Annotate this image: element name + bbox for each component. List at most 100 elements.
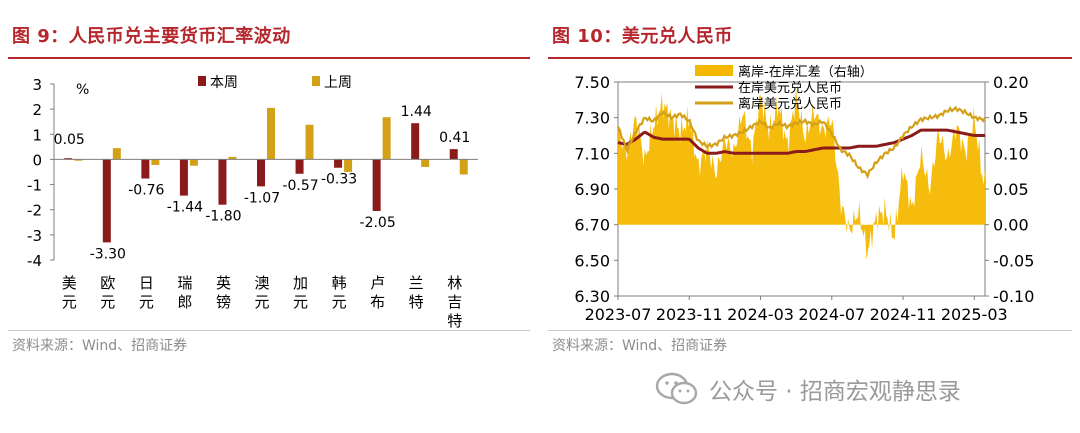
right-line-chart: 7.50 7.30 7.10 6.90 6.70 6.50 6.30 0.20 0.15 0.10… xyxy=(574,64,1034,324)
y-tick-label: 0 xyxy=(32,151,42,169)
data-label-this-week-4: -1.80 xyxy=(205,209,241,225)
bar-last-week-5 xyxy=(267,107,275,160)
area-offshore-onshore-spread xyxy=(618,87,985,261)
x-category-char: 林 xyxy=(447,274,462,292)
data-label-this-week-1: -3.30 xyxy=(90,246,126,262)
left-y-tick-label: 7.50 xyxy=(574,73,610,92)
legend-spread-swatch xyxy=(695,65,733,76)
bar-this-week-6 xyxy=(295,159,304,174)
x-category-char: 元 xyxy=(100,293,115,311)
x-category-char: 元 xyxy=(254,293,269,311)
legend-onshore-label: 在岸美元兑人民币 xyxy=(738,81,842,96)
left-y-tick-label: 6.90 xyxy=(574,180,610,199)
left-source-rule xyxy=(8,330,530,331)
left-title-rule xyxy=(8,57,530,59)
bar-this-week-8 xyxy=(372,159,381,211)
x-tick-label: 2024-03 xyxy=(727,305,794,324)
x-category-char: 美 xyxy=(62,274,77,292)
x-category-char: 元 xyxy=(293,293,308,311)
y-tick-label: -3 xyxy=(27,227,42,245)
watermark: 公众号 · 招商宏观静思录 xyxy=(655,372,961,406)
left-y-tick-label: 6.70 xyxy=(574,216,610,235)
x-category-char: 特 xyxy=(409,293,424,311)
right-source-rule xyxy=(548,330,1072,331)
legend-label-this-week: 本周 xyxy=(210,75,238,91)
x-category-char: 澳 xyxy=(254,274,269,292)
data-label-this-week-7: -0.33 xyxy=(321,172,357,188)
left-bar-chart: 3 2 1 0 -1 -2 -3 -4% 本周 上周 0.05 美元 -3.30 欧元 -0.76 日元 -1.… xyxy=(27,75,478,328)
data-label-this-week-10: 0.41 xyxy=(439,130,470,146)
x-category-char: 郎 xyxy=(177,293,192,311)
data-label-this-week-5: -1.07 xyxy=(244,190,280,206)
y-tick-label: -4 xyxy=(27,252,42,270)
bar-this-week-2 xyxy=(141,159,150,179)
data-label-this-week-0: 0.05 xyxy=(54,132,85,148)
bar-last-week-4 xyxy=(228,156,237,160)
bar-this-week-1 xyxy=(102,159,111,243)
x-category-char: 特 xyxy=(447,312,462,328)
right-title-rule xyxy=(548,57,1072,59)
data-label-this-week-3: -1.44 xyxy=(167,200,203,216)
y-tick-label: 2 xyxy=(32,101,42,119)
right-y-tick-label: 0.00 xyxy=(993,216,1029,235)
wechat-icon xyxy=(655,372,698,405)
data-label-this-week-2: -0.76 xyxy=(128,183,164,199)
x-category-char: 韩 xyxy=(332,274,347,292)
line-offshore-usdcnh xyxy=(617,105,986,180)
x-category-char: 日 xyxy=(139,274,154,292)
right-y-tick-label: -0.10 xyxy=(993,287,1034,306)
x-category-char: 瑞 xyxy=(177,274,192,292)
bar-this-week-4 xyxy=(218,159,227,205)
legend-spread-label: 离岸-在岸汇差（右轴） xyxy=(738,64,873,80)
data-label-this-week-6: -0.57 xyxy=(282,178,318,194)
right-source-note: 资料来源：Wind、招商证券 xyxy=(552,338,728,354)
x-category-char: 布 xyxy=(370,293,385,311)
bar-last-week-1 xyxy=(112,148,121,160)
x-category-char: 元 xyxy=(139,293,154,311)
data-label-this-week-8: -2.05 xyxy=(360,215,396,231)
bar-last-week-2 xyxy=(151,159,160,165)
right-y-tick-label: 0.20 xyxy=(993,73,1029,92)
bar-this-week-9 xyxy=(411,123,420,160)
left-chart-title: 图 9：人民币兑主要货币汇率波动 xyxy=(12,26,291,47)
bar-this-week-3 xyxy=(179,159,188,196)
bar-this-week-0 xyxy=(64,158,73,160)
x-tick-label: 2025-03 xyxy=(941,305,1008,324)
y-tick-label: 3 xyxy=(32,76,42,94)
x-category-char: 镑 xyxy=(216,293,231,311)
bar-last-week-6 xyxy=(305,124,314,160)
x-category-char: 兰 xyxy=(409,274,424,292)
legend-swatch-last-week xyxy=(312,76,320,86)
bar-last-week-8 xyxy=(382,117,391,160)
x-category-char: 加 xyxy=(293,274,308,292)
x-tick-label: 2024-07 xyxy=(798,305,865,324)
bar-last-week-7 xyxy=(344,159,353,172)
right-y-tick-label: 0.10 xyxy=(993,144,1029,163)
y-tick-label: -2 xyxy=(27,202,42,220)
bar-this-week-10 xyxy=(449,149,458,160)
x-tick-label: 2023-11 xyxy=(656,305,723,324)
line-onshore-usdcny xyxy=(617,128,985,155)
x-category-char: 吉 xyxy=(447,293,462,311)
y-unit-label: % xyxy=(76,82,89,98)
right-y-tick-label: 0.05 xyxy=(993,180,1029,199)
left-y-tick-label: 6.30 xyxy=(574,287,610,306)
y-tick-label: 1 xyxy=(32,126,42,144)
legend-swatch-this-week xyxy=(198,76,206,86)
left-y-tick-label: 7.30 xyxy=(574,109,610,128)
x-category-char: 元 xyxy=(332,293,347,311)
bar-this-week-5 xyxy=(257,159,265,187)
right-chart-title: 图 10：美元兑人民币 xyxy=(552,26,733,47)
x-category-char: 卢 xyxy=(370,274,385,292)
bar-this-week-7 xyxy=(334,159,343,168)
x-tick-label: 2023-07 xyxy=(585,305,652,324)
left-y-tick-label: 7.10 xyxy=(574,144,610,163)
y-tick-label: -1 xyxy=(27,177,42,195)
right-y-tick-label: -0.05 xyxy=(993,251,1034,270)
legend-offshore-label: 离岸美元兑人民币 xyxy=(738,96,842,112)
x-category-char: 欧 xyxy=(100,274,115,292)
x-category-char: 英 xyxy=(216,274,231,292)
watermark-text: 公众号 · 招商宏观静思录 xyxy=(709,379,961,405)
bar-last-week-3 xyxy=(189,159,198,166)
bar-last-week-10 xyxy=(459,159,468,175)
